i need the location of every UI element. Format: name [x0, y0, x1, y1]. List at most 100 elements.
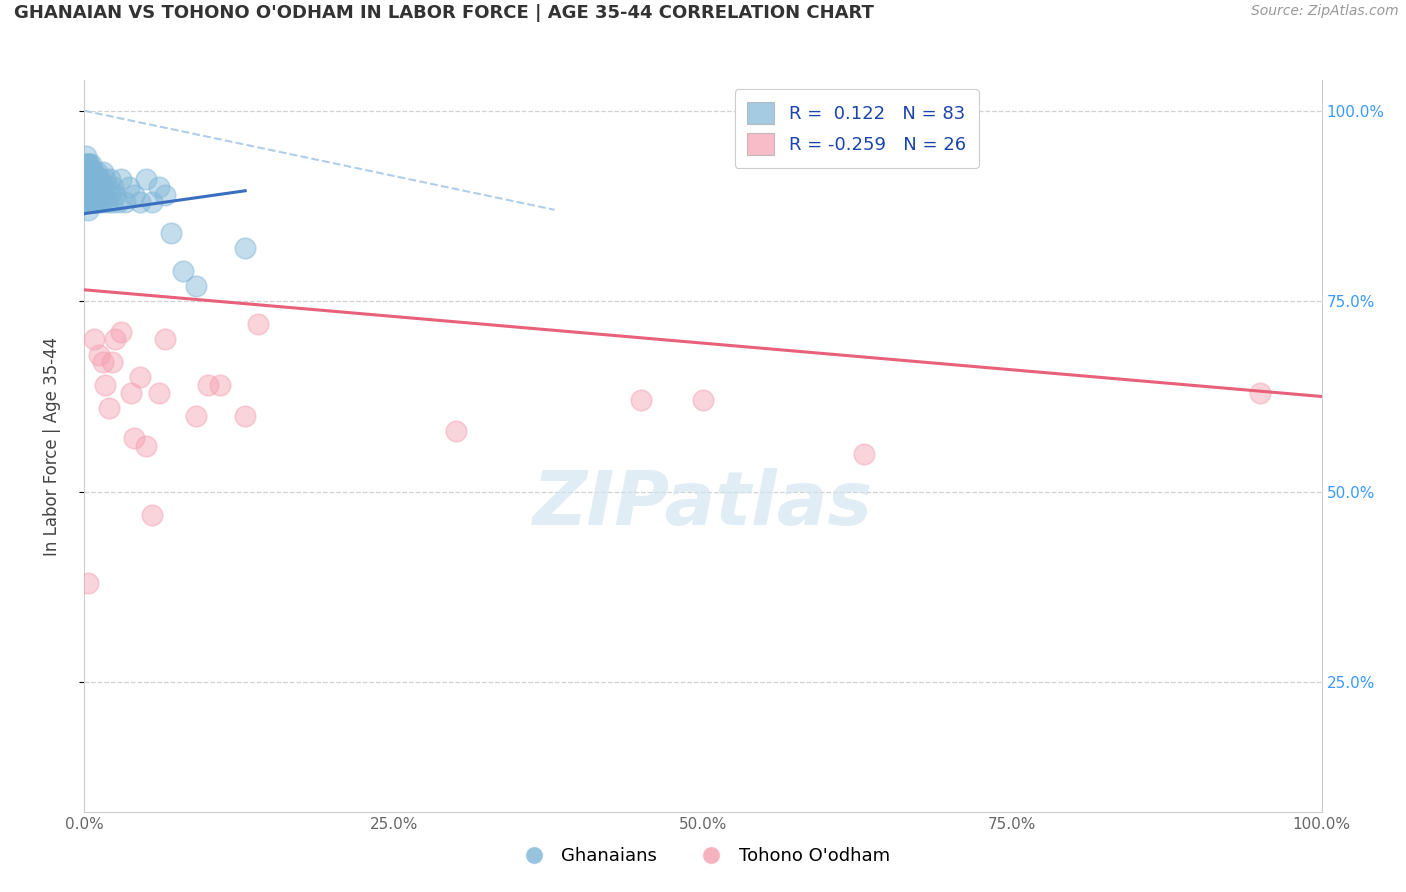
- Point: [91, 164, 114, 178]
- Point: [75, 149, 97, 163]
- Legend: Ghanaians, Tohono O'odham: Ghanaians, Tohono O'odham: [509, 839, 897, 872]
- Point: [444, 424, 467, 438]
- Point: [122, 187, 145, 202]
- Point: [91, 355, 114, 369]
- Point: [75, 180, 97, 194]
- Point: [135, 172, 157, 186]
- Point: [79, 157, 101, 171]
- Point: [83, 172, 105, 186]
- Point: [79, 172, 101, 186]
- Point: [100, 355, 122, 369]
- Point: [209, 378, 232, 392]
- Point: [98, 187, 121, 202]
- Point: [77, 157, 100, 171]
- Point: [83, 332, 105, 346]
- Point: [86, 195, 108, 210]
- Point: [110, 325, 132, 339]
- Point: [83, 195, 105, 210]
- Point: [82, 195, 104, 210]
- Point: [79, 157, 101, 171]
- Point: [80, 187, 103, 202]
- Point: [76, 187, 98, 202]
- Point: [77, 164, 100, 178]
- Point: [87, 172, 110, 186]
- Point: [197, 378, 219, 392]
- Text: Source: ZipAtlas.com: Source: ZipAtlas.com: [1251, 4, 1399, 19]
- Point: [89, 348, 111, 362]
- Point: [82, 187, 104, 202]
- Point: [79, 187, 101, 202]
- Point: [80, 164, 103, 178]
- Point: [73, 157, 96, 171]
- Text: GHANAIAN VS TOHONO O'ODHAM IN LABOR FORCE | AGE 35-44 CORRELATION CHART: GHANAIAN VS TOHONO O'ODHAM IN LABOR FORC…: [14, 4, 875, 22]
- Point: [89, 195, 111, 210]
- Point: [148, 385, 170, 400]
- Point: [153, 187, 176, 202]
- Point: [82, 180, 104, 194]
- Point: [75, 164, 97, 178]
- Point: [184, 409, 207, 423]
- Point: [89, 172, 111, 186]
- Point: [76, 164, 98, 178]
- Y-axis label: In Labor Force | Age 35-44: In Labor Force | Age 35-44: [42, 336, 60, 556]
- Point: [75, 172, 97, 186]
- Point: [76, 172, 98, 186]
- Point: [129, 370, 152, 384]
- Point: [100, 195, 122, 210]
- Point: [90, 195, 112, 210]
- Point: [98, 172, 121, 186]
- Point: [86, 180, 108, 194]
- Point: [77, 195, 100, 210]
- Point: [79, 195, 101, 210]
- Point: [91, 180, 114, 194]
- Point: [233, 409, 256, 423]
- Point: [852, 447, 875, 461]
- Point: [83, 180, 105, 194]
- Point: [129, 195, 152, 210]
- Point: [630, 393, 652, 408]
- Point: [101, 180, 124, 194]
- Point: [118, 180, 141, 194]
- Point: [172, 264, 194, 278]
- Point: [77, 187, 100, 202]
- Point: [1249, 385, 1271, 400]
- Point: [77, 180, 100, 194]
- Point: [246, 317, 269, 331]
- Point: [84, 195, 107, 210]
- Point: [79, 172, 101, 186]
- Point: [79, 195, 101, 210]
- Point: [80, 180, 103, 194]
- Point: [86, 172, 108, 186]
- Point: [110, 172, 132, 186]
- Point: [73, 172, 96, 186]
- Point: [160, 226, 183, 240]
- Point: [89, 180, 111, 194]
- Point: [77, 202, 100, 217]
- Point: [148, 180, 170, 194]
- Point: [79, 164, 101, 178]
- Point: [141, 195, 163, 210]
- Point: [94, 378, 117, 392]
- Point: [84, 172, 107, 186]
- Point: [184, 279, 207, 293]
- Point: [83, 164, 105, 178]
- Point: [79, 187, 101, 202]
- Point: [141, 508, 163, 522]
- Point: [97, 180, 120, 194]
- Point: [107, 195, 129, 210]
- Point: [76, 180, 98, 194]
- Point: [135, 439, 157, 453]
- Point: [77, 172, 100, 186]
- Point: [77, 576, 100, 591]
- Point: [87, 187, 110, 202]
- Point: [79, 180, 101, 194]
- Point: [76, 195, 98, 210]
- Point: [692, 393, 714, 408]
- Point: [84, 187, 107, 202]
- Point: [86, 164, 108, 178]
- Point: [80, 195, 103, 210]
- Point: [75, 195, 97, 210]
- Point: [114, 195, 136, 210]
- Point: [80, 172, 103, 186]
- Text: ZIPatlas: ZIPatlas: [533, 468, 873, 541]
